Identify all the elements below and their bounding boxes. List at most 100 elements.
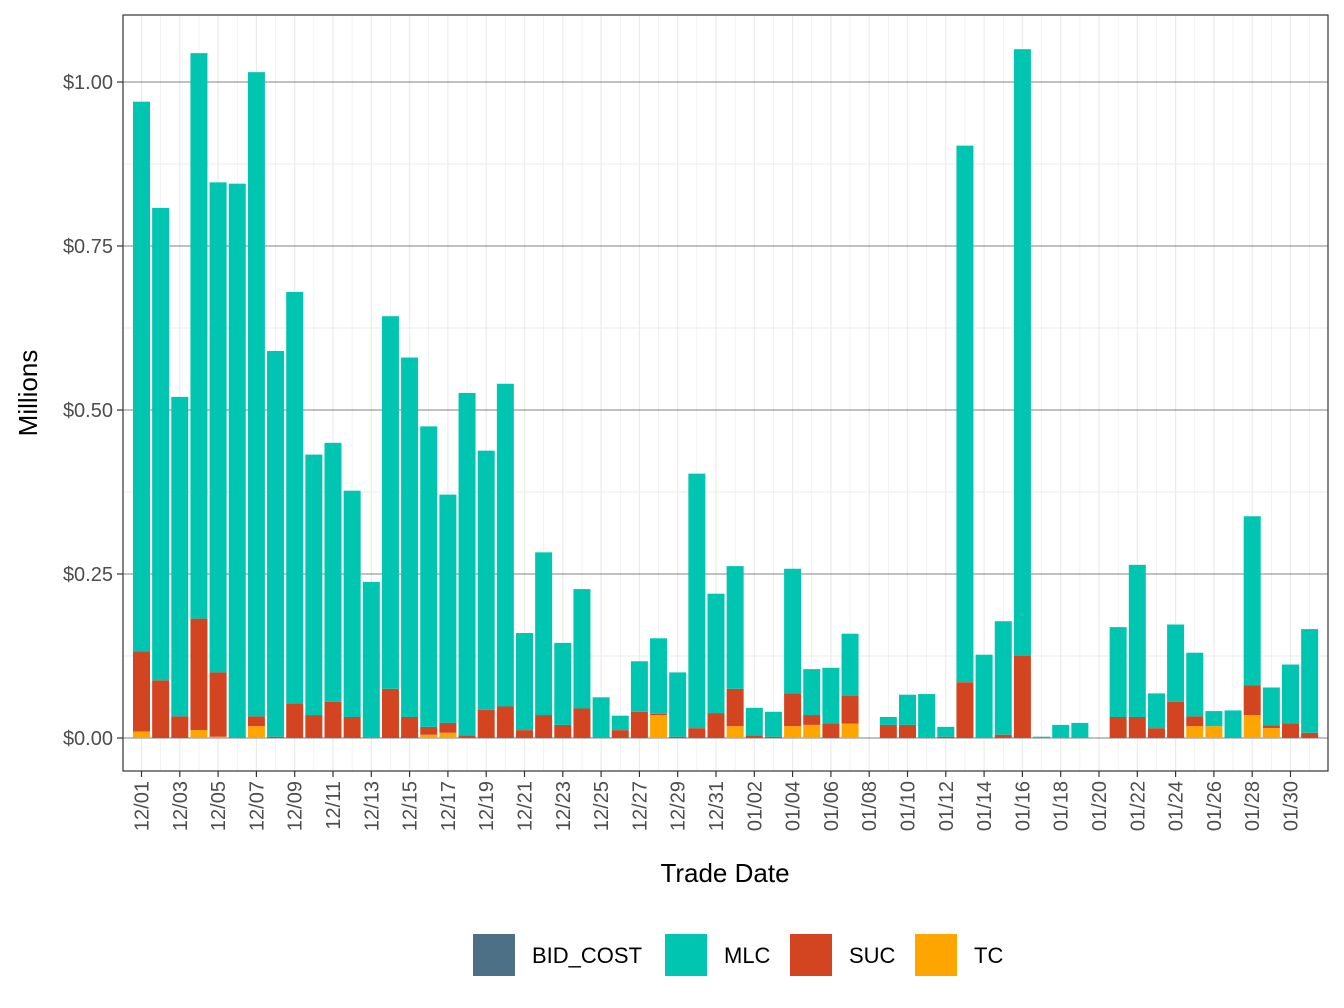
bar-mlc xyxy=(209,182,227,673)
bar-tc xyxy=(650,715,668,738)
x-axis-title: Trade Date xyxy=(660,858,789,888)
bar-suc xyxy=(1128,717,1146,738)
x-tick-label: 01/18 xyxy=(1051,781,1073,831)
x-tick-label: 12/21 xyxy=(515,781,537,831)
x-tick-label: 01/04 xyxy=(783,781,805,831)
bar-suc xyxy=(573,708,591,738)
bar-suc xyxy=(267,736,285,738)
bar-mlc xyxy=(650,638,668,714)
legend: BID_COST MLC SUC TC xyxy=(473,934,1003,976)
bar-tc xyxy=(439,732,457,738)
bar-mlc xyxy=(994,621,1012,735)
bar-tc xyxy=(1243,715,1261,738)
x-tick-label: 12/11 xyxy=(323,781,345,830)
legend-label: BID_COST xyxy=(532,943,642,968)
bar-mlc xyxy=(1205,711,1223,727)
bar-mlc xyxy=(439,494,457,723)
bar-mlc xyxy=(879,717,897,725)
y-tick-label: $0.50 xyxy=(63,400,113,422)
bar-suc xyxy=(209,672,227,737)
bar-suc xyxy=(669,736,687,738)
bar-suc xyxy=(822,723,840,738)
legend-swatch-bid-cost xyxy=(473,934,515,976)
bar-mlc xyxy=(1013,49,1031,656)
bar-suc xyxy=(247,716,265,727)
bar-mlc xyxy=(1167,624,1185,702)
bar-suc xyxy=(1282,723,1299,738)
bar-mlc xyxy=(554,642,572,725)
y-tick-label: $1.00 xyxy=(63,72,113,94)
bar-suc xyxy=(554,724,572,738)
bar-suc xyxy=(477,709,495,738)
bar-mlc xyxy=(592,697,610,738)
x-tick-label: 12/07 xyxy=(246,781,268,831)
bar-mlc xyxy=(420,426,438,727)
bar-mlc xyxy=(726,566,744,689)
bar-tc xyxy=(841,723,859,738)
bar-mlc xyxy=(267,350,285,737)
bar-mlc xyxy=(381,316,399,689)
x-tick-label: 12/03 xyxy=(170,781,192,831)
bar-suc xyxy=(1262,725,1280,729)
x-tick-label: 12/31 xyxy=(706,781,728,831)
bar-mlc xyxy=(477,450,495,710)
bar-suc xyxy=(381,688,399,738)
bar-suc xyxy=(611,730,629,738)
bar-mlc xyxy=(630,661,648,712)
grid-minor xyxy=(123,15,1328,771)
bar-mlc xyxy=(305,454,323,716)
bar-mlc xyxy=(822,667,840,724)
x-tick-label: 12/05 xyxy=(208,781,230,831)
x-tick-label: 12/29 xyxy=(668,781,690,831)
bar-suc xyxy=(764,736,782,738)
x-tick-label: 12/15 xyxy=(400,781,422,831)
bar-suc xyxy=(1013,656,1031,738)
bar-suc xyxy=(152,680,170,738)
bar-mlc xyxy=(171,396,189,717)
bar-suc xyxy=(516,730,533,738)
bar-suc xyxy=(458,735,476,738)
bar-suc xyxy=(956,682,974,738)
grid-major xyxy=(123,81,1328,739)
bar-suc xyxy=(286,703,304,738)
bar-mlc xyxy=(1186,652,1204,717)
legend-swatch-suc xyxy=(790,934,832,976)
x-tick-label: 01/14 xyxy=(974,781,996,831)
bar-suc xyxy=(496,706,514,738)
bar-suc xyxy=(420,726,438,735)
x-tick-label: 01/16 xyxy=(1012,781,1034,831)
bar-suc xyxy=(994,734,1012,738)
bar-mlc xyxy=(343,490,361,718)
bar-mlc xyxy=(1147,693,1165,729)
bar-mlc xyxy=(764,711,782,737)
bar-mlc xyxy=(669,672,687,737)
y-axis: $0.00 $0.25 $0.50 $0.75 $1.00 xyxy=(63,72,123,750)
bar-suc xyxy=(937,736,955,738)
bar-suc xyxy=(899,724,916,738)
bar-mlc xyxy=(401,357,419,718)
x-tick-label: 01/08 xyxy=(859,781,881,831)
bar-mlc xyxy=(688,473,706,729)
bar-suc xyxy=(841,696,859,724)
bar-suc xyxy=(190,618,208,731)
x-tick-label: 01/24 xyxy=(1166,781,1188,831)
bar-suc xyxy=(535,715,553,738)
bar-suc xyxy=(401,717,419,738)
bar-suc xyxy=(1147,728,1165,738)
bar-mlc xyxy=(707,593,725,714)
bar-mlc xyxy=(1052,724,1070,738)
bar-suc xyxy=(1167,701,1185,738)
bar-mlc xyxy=(1282,664,1299,724)
bar-suc xyxy=(745,735,763,738)
x-tick-label: 12/01 xyxy=(132,781,154,831)
y-tick-label: $0.75 xyxy=(63,236,113,258)
bar-mlc xyxy=(1243,516,1261,686)
bar-suc xyxy=(1109,717,1127,738)
bar-tc xyxy=(1262,728,1280,738)
x-tick-label: 01/10 xyxy=(898,781,920,831)
bar-mlc xyxy=(535,552,553,716)
legend-swatch-mlc xyxy=(665,934,707,976)
bar-tc xyxy=(247,726,265,738)
bar-tc xyxy=(1205,726,1223,738)
bar-suc xyxy=(133,651,150,732)
